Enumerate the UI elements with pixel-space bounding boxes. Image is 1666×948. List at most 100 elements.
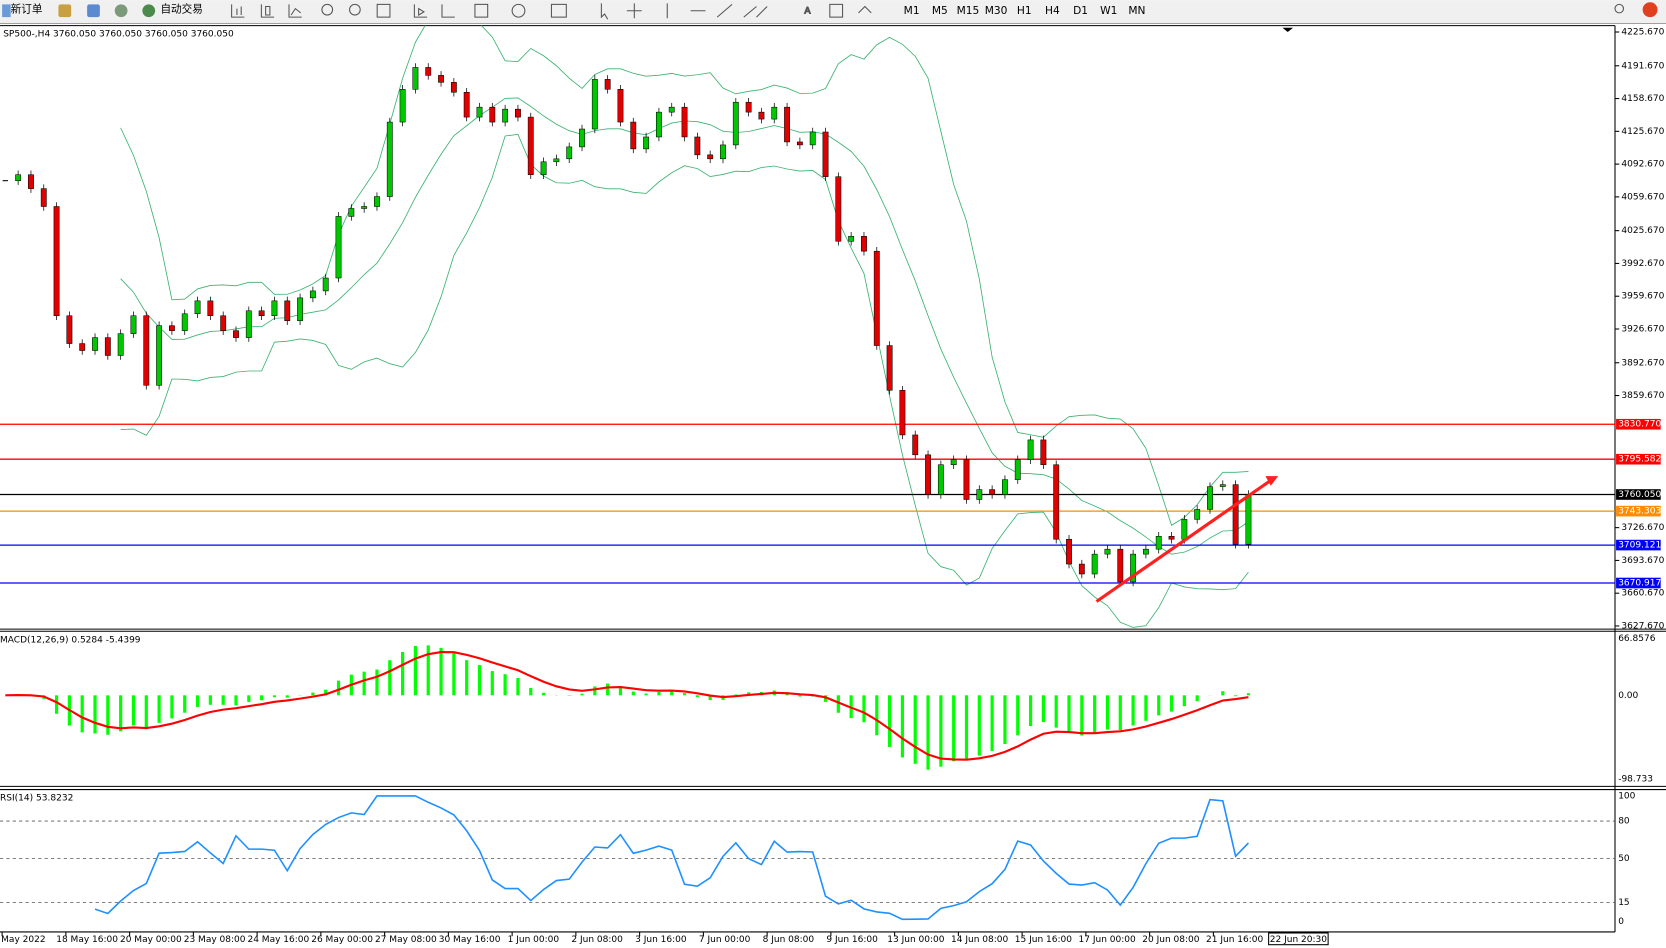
candle bbox=[66, 315, 73, 344]
icon[interactable] bbox=[600, 3, 768, 20]
candle bbox=[976, 489, 983, 500]
candle bbox=[348, 208, 355, 217]
candle bbox=[1232, 484, 1239, 545]
macd-bar bbox=[1131, 695, 1135, 726]
macd-bar bbox=[452, 652, 456, 696]
icon[interactable] bbox=[260, 4, 275, 18]
candle bbox=[361, 206, 368, 209]
candle bbox=[963, 459, 970, 500]
candle bbox=[1002, 479, 1008, 495]
candle bbox=[1104, 548, 1111, 555]
icon[interactable] bbox=[376, 3, 391, 18]
candle bbox=[1066, 538, 1072, 565]
x-tick-label: May 2022 bbox=[1, 935, 45, 945]
macd-bar bbox=[311, 692, 315, 696]
shift-marker bbox=[1282, 27, 1294, 32]
icon[interactable] bbox=[441, 4, 455, 18]
candle bbox=[707, 154, 714, 160]
candle bbox=[489, 106, 496, 123]
macd-bar bbox=[1195, 695, 1199, 702]
price-level-label: 3670.917 bbox=[1618, 579, 1661, 589]
candle bbox=[950, 459, 957, 466]
timeframe-button[interactable]: MN bbox=[1128, 4, 1145, 17]
macd-bar bbox=[618, 686, 623, 696]
candle bbox=[745, 101, 752, 113]
icon[interactable] bbox=[87, 4, 100, 18]
rsi-tick-label: 80 bbox=[1618, 817, 1630, 827]
candle bbox=[758, 111, 765, 120]
macd-bar bbox=[836, 695, 840, 713]
candle bbox=[399, 89, 406, 123]
macd-bar bbox=[888, 695, 892, 747]
macd-bar bbox=[260, 695, 264, 701]
candle bbox=[809, 131, 816, 146]
macd-bar bbox=[401, 651, 405, 696]
candle bbox=[1142, 548, 1149, 555]
icon[interactable] bbox=[114, 4, 128, 18]
price-level-box bbox=[1616, 418, 1661, 430]
macd-bar bbox=[439, 647, 443, 696]
x-label-box bbox=[1268, 932, 1329, 946]
macd-label: MACD(12,26,9) 0.5284 -5.4399 bbox=[0, 635, 141, 645]
timeframe-button[interactable]: H4 bbox=[1045, 4, 1060, 17]
timeframe-button[interactable]: D1 bbox=[1073, 4, 1088, 17]
icon[interactable] bbox=[858, 5, 872, 14]
timeframe-button[interactable]: M1 bbox=[904, 4, 920, 17]
timeframe-button[interactable]: W1 bbox=[1100, 4, 1117, 17]
candle bbox=[271, 300, 278, 317]
icon[interactable] bbox=[550, 3, 567, 18]
candle bbox=[553, 158, 560, 163]
candle bbox=[207, 300, 214, 317]
y-tick-label: 3693.670 bbox=[1621, 556, 1664, 566]
macd-bar bbox=[913, 695, 917, 764]
bollinger-band bbox=[120, 133, 1249, 628]
x-tick-label: 14 Jun 08:00 bbox=[951, 935, 1009, 945]
icon[interactable] bbox=[474, 3, 489, 18]
candle bbox=[53, 206, 60, 317]
icon[interactable] bbox=[321, 3, 334, 16]
macd-bar bbox=[1067, 695, 1071, 733]
macd-bar bbox=[234, 695, 238, 706]
icon[interactable]: A bbox=[804, 6, 812, 17]
macd-bar bbox=[1144, 695, 1148, 721]
timeframe-button[interactable]: M15 bbox=[957, 4, 980, 17]
candle bbox=[771, 106, 778, 120]
macd-bar bbox=[208, 695, 212, 705]
macd-bar bbox=[1003, 695, 1007, 745]
candle bbox=[1091, 553, 1098, 575]
icon[interactable] bbox=[511, 3, 526, 18]
icon[interactable] bbox=[1614, 3, 1625, 14]
candle bbox=[989, 489, 996, 495]
timeframe-button[interactable]: H1 bbox=[1017, 4, 1032, 17]
auto-trading-button[interactable]: 自动交易 bbox=[160, 3, 202, 16]
candle bbox=[1181, 519, 1188, 540]
notification[interactable] bbox=[1642, 2, 1658, 18]
candle bbox=[591, 79, 598, 130]
icon[interactable] bbox=[2, 4, 11, 18]
macd-bar bbox=[952, 695, 956, 762]
x-tick-label: 22 Jun 20:30 bbox=[1270, 935, 1328, 945]
toolbar-tools: A bbox=[231, 3, 1625, 20]
icon[interactable] bbox=[413, 4, 428, 18]
macd-bar bbox=[1054, 695, 1058, 728]
macd-bar bbox=[798, 695, 802, 697]
macd-bar bbox=[362, 671, 366, 696]
icon[interactable] bbox=[58, 4, 72, 18]
icon[interactable] bbox=[349, 3, 361, 16]
new-order-button[interactable]: 新订单 bbox=[11, 3, 43, 16]
icon[interactable] bbox=[231, 4, 245, 18]
timeframe-button[interactable]: M30 bbox=[985, 4, 1008, 17]
candle bbox=[258, 310, 265, 317]
macd-bar bbox=[670, 690, 674, 696]
timeframe-button[interactable]: M5 bbox=[932, 4, 948, 17]
candle bbox=[732, 101, 739, 146]
x-tick-label: 27 May 08:00 bbox=[375, 935, 437, 945]
icon[interactable] bbox=[142, 4, 156, 18]
price-level-label: 3795.582 bbox=[1618, 455, 1661, 465]
icon[interactable] bbox=[829, 3, 844, 18]
icon[interactable] bbox=[288, 4, 302, 18]
candle bbox=[450, 82, 457, 93]
rsi-tick-label: 50 bbox=[1618, 854, 1630, 864]
macd-bar bbox=[106, 695, 110, 735]
macd-bar bbox=[990, 695, 994, 751]
